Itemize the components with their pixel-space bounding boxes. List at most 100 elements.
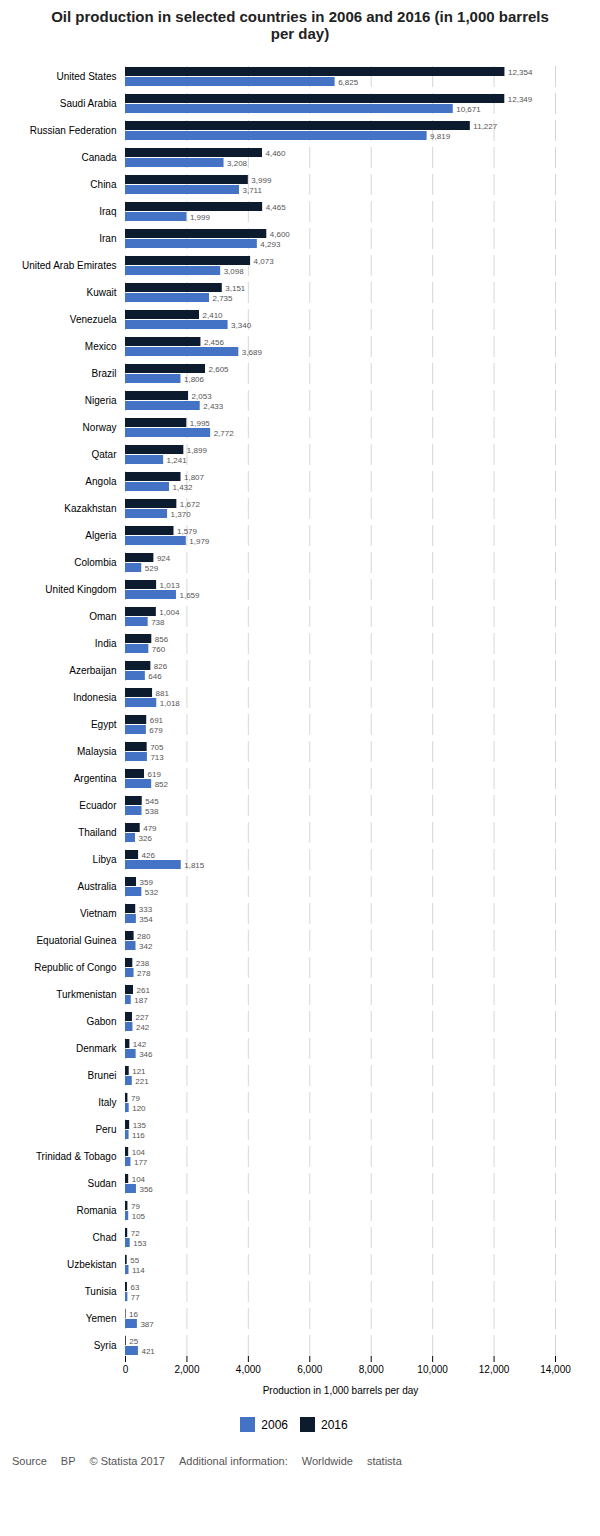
svg-text:3,340: 3,340 bbox=[231, 321, 252, 330]
svg-text:4,460: 4,460 bbox=[265, 149, 286, 158]
svg-text:United States: United States bbox=[56, 71, 116, 82]
svg-text:Denmark: Denmark bbox=[76, 1043, 118, 1054]
svg-text:Argentina: Argentina bbox=[74, 773, 117, 784]
svg-text:646: 646 bbox=[148, 672, 162, 681]
svg-text:Oman: Oman bbox=[89, 611, 116, 622]
svg-text:0: 0 bbox=[123, 1364, 129, 1375]
svg-text:1,995: 1,995 bbox=[190, 419, 211, 428]
svg-text:25: 25 bbox=[129, 1337, 138, 1346]
svg-text:United Arab Emirates: United Arab Emirates bbox=[22, 260, 117, 271]
svg-text:2,605: 2,605 bbox=[209, 365, 230, 374]
svg-text:Brunei: Brunei bbox=[88, 1070, 117, 1081]
svg-text:1,579: 1,579 bbox=[177, 527, 198, 536]
svg-text:Turkmenistan: Turkmenistan bbox=[56, 989, 116, 1000]
svg-text:1,018: 1,018 bbox=[160, 699, 181, 708]
svg-text:1,013: 1,013 bbox=[160, 581, 181, 590]
svg-text:Iraq: Iraq bbox=[99, 206, 116, 217]
svg-text:1,432: 1,432 bbox=[172, 483, 193, 492]
svg-text:Colombia: Colombia bbox=[74, 557, 117, 568]
svg-text:826: 826 bbox=[154, 662, 168, 671]
svg-text:6,000: 6,000 bbox=[297, 1364, 322, 1375]
svg-text:105: 105 bbox=[132, 1212, 146, 1221]
svg-text:8,000: 8,000 bbox=[359, 1364, 384, 1375]
svg-text:1,979: 1,979 bbox=[189, 537, 210, 546]
svg-text:Equatorial Guinea: Equatorial Guinea bbox=[36, 935, 116, 946]
svg-text:Romania: Romania bbox=[76, 1205, 116, 1216]
svg-text:1,672: 1,672 bbox=[180, 500, 201, 509]
svg-text:227: 227 bbox=[135, 1013, 149, 1022]
svg-text:10,000: 10,000 bbox=[417, 1364, 448, 1375]
svg-text:479: 479 bbox=[143, 824, 157, 833]
svg-text:2,456: 2,456 bbox=[204, 338, 225, 347]
svg-text:Peru: Peru bbox=[95, 1124, 116, 1135]
svg-text:India: India bbox=[95, 638, 117, 649]
svg-text:760: 760 bbox=[152, 645, 166, 654]
svg-text:11,227: 11,227 bbox=[473, 122, 497, 131]
svg-text:738: 738 bbox=[151, 618, 165, 627]
svg-text:Malaysia: Malaysia bbox=[77, 746, 117, 757]
svg-text:Azerbaijan: Azerbaijan bbox=[69, 665, 116, 676]
svg-text:63: 63 bbox=[130, 1283, 139, 1292]
svg-text:333: 333 bbox=[139, 905, 153, 914]
svg-text:Kuwait: Kuwait bbox=[86, 287, 116, 298]
svg-text:72: 72 bbox=[131, 1229, 140, 1238]
svg-text:4,465: 4,465 bbox=[266, 203, 287, 212]
svg-text:538: 538 bbox=[145, 807, 159, 816]
svg-text:Ecuador: Ecuador bbox=[79, 800, 117, 811]
svg-text:Norway: Norway bbox=[83, 422, 117, 433]
svg-text:1,815: 1,815 bbox=[184, 861, 205, 870]
svg-text:691: 691 bbox=[150, 716, 164, 725]
svg-text:238: 238 bbox=[136, 959, 150, 968]
svg-text:421: 421 bbox=[141, 1347, 155, 1356]
svg-text:Nigeria: Nigeria bbox=[85, 395, 117, 406]
svg-text:924: 924 bbox=[157, 554, 171, 563]
svg-text:55: 55 bbox=[130, 1256, 139, 1265]
svg-text:Production in 1,000 barrels pe: Production in 1,000 barrels per day bbox=[263, 1385, 419, 1396]
svg-text:242: 242 bbox=[136, 1023, 150, 1032]
svg-text:2,735: 2,735 bbox=[213, 294, 234, 303]
svg-text:679: 679 bbox=[149, 726, 163, 735]
svg-text:2,000: 2,000 bbox=[174, 1364, 199, 1375]
svg-text:1,370: 1,370 bbox=[171, 510, 192, 519]
svg-text:Republic of Congo: Republic of Congo bbox=[34, 962, 117, 973]
svg-text:135: 135 bbox=[133, 1121, 147, 1130]
svg-text:3,098: 3,098 bbox=[224, 267, 245, 276]
svg-text:Brazil: Brazil bbox=[91, 368, 116, 379]
svg-text:856: 856 bbox=[155, 635, 169, 644]
svg-text:545: 545 bbox=[145, 797, 159, 806]
svg-text:77: 77 bbox=[131, 1293, 140, 1302]
svg-text:Egypt: Egypt bbox=[91, 719, 117, 730]
svg-text:3,711: 3,711 bbox=[242, 186, 262, 195]
svg-text:Canada: Canada bbox=[81, 152, 116, 163]
svg-text:1,999: 1,999 bbox=[190, 213, 211, 222]
svg-text:1,899: 1,899 bbox=[187, 446, 208, 455]
svg-text:14,000: 14,000 bbox=[540, 1364, 571, 1375]
svg-text:Chad: Chad bbox=[93, 1232, 117, 1243]
svg-text:Libya: Libya bbox=[93, 854, 117, 865]
svg-text:6,825: 6,825 bbox=[338, 78, 359, 87]
svg-text:713: 713 bbox=[150, 753, 164, 762]
svg-text:342: 342 bbox=[139, 942, 153, 951]
svg-text:3,999: 3,999 bbox=[251, 176, 272, 185]
svg-text:Kazakhstan: Kazakhstan bbox=[64, 503, 116, 514]
svg-text:4,600: 4,600 bbox=[270, 230, 291, 239]
svg-text:387: 387 bbox=[140, 1320, 154, 1329]
svg-text:121: 121 bbox=[132, 1067, 146, 1076]
svg-text:Uzbekistan: Uzbekistan bbox=[67, 1259, 116, 1270]
svg-text:Italy: Italy bbox=[98, 1097, 116, 1108]
svg-text:1,241: 1,241 bbox=[167, 456, 188, 465]
svg-text:177: 177 bbox=[134, 1158, 148, 1167]
svg-text:12,349: 12,349 bbox=[508, 95, 533, 104]
svg-text:142: 142 bbox=[133, 1040, 147, 1049]
svg-text:116: 116 bbox=[132, 1131, 145, 1140]
svg-text:881: 881 bbox=[156, 689, 170, 698]
svg-text:221: 221 bbox=[135, 1077, 149, 1086]
svg-text:16: 16 bbox=[129, 1310, 138, 1319]
svg-text:Saudi Arabia: Saudi Arabia bbox=[60, 98, 117, 109]
svg-text:Mexico: Mexico bbox=[85, 341, 117, 352]
svg-text:326: 326 bbox=[139, 834, 153, 843]
svg-text:Iran: Iran bbox=[99, 233, 116, 244]
svg-text:619: 619 bbox=[148, 770, 162, 779]
svg-text:10,671: 10,671 bbox=[456, 105, 481, 114]
svg-text:114: 114 bbox=[132, 1266, 145, 1275]
